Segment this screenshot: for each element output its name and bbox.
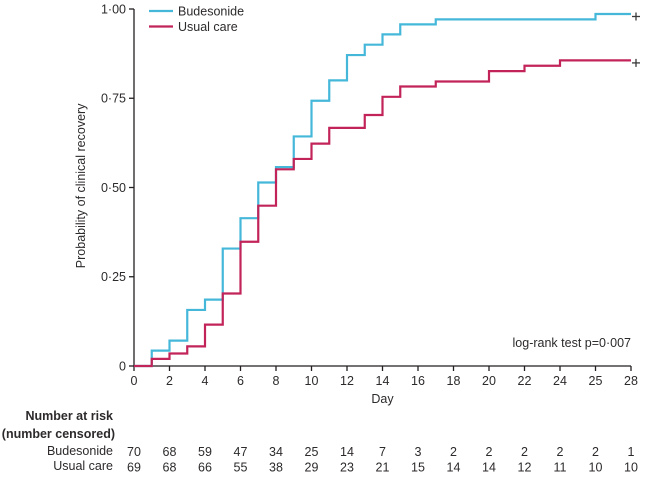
x-tick-label: 4 <box>202 374 209 388</box>
risk-value: 3 <box>415 445 422 459</box>
x-tick-label: 2 <box>166 374 173 388</box>
x-tick-label: 28 <box>624 374 638 388</box>
x-tick-label: 14 <box>376 374 390 388</box>
risk-value: 14 <box>447 461 461 475</box>
x-tick-label: 20 <box>482 374 496 388</box>
series-budesonide <box>134 12 631 368</box>
risk-value: 14 <box>482 461 496 475</box>
x-tick-label: 12 <box>340 374 354 388</box>
risk-value: 66 <box>198 461 212 475</box>
risk-row-label-usual-care: Usual care <box>53 459 113 473</box>
x-tick-label: 10 <box>305 374 319 388</box>
risk-value: 38 <box>269 461 283 475</box>
risk-value: 12 <box>518 461 532 475</box>
risk-table-subheader: (number censored) <box>1 427 115 441</box>
risk-value: 23 <box>340 461 354 475</box>
risk-value: 55 <box>234 461 248 475</box>
risk-value: 34 <box>269 445 283 459</box>
logrank-annotation: log-rank test p=0·007 <box>512 336 631 350</box>
risk-value: 70 <box>127 445 141 459</box>
series-usual-care <box>134 59 631 368</box>
risk-value: 11 <box>554 461 567 475</box>
x-tick-label: 18 <box>447 374 461 388</box>
x-axis-title: Day <box>371 392 394 406</box>
y-tick-label: 0·75 <box>101 92 126 106</box>
risk-value: 68 <box>163 461 177 475</box>
x-tick-label: 16 <box>411 374 425 388</box>
y-tick-label: 1·00 <box>101 2 126 16</box>
x-tick-label: 22 <box>518 374 532 388</box>
y-tick-label: 0 <box>119 359 126 373</box>
risk-value: 10 <box>624 461 638 475</box>
risk-value: 7 <box>379 445 386 459</box>
risk-value: 59 <box>198 445 212 459</box>
x-tick-label: 8 <box>273 374 280 388</box>
risk-value: 68 <box>163 445 177 459</box>
risk-value: 69 <box>127 461 141 475</box>
y-tick-label: 0·25 <box>101 270 126 284</box>
risk-value: 1 <box>628 445 635 459</box>
x-tick-label: 25 <box>589 374 603 388</box>
legend-label: Usual care <box>178 20 238 34</box>
risk-value: 25 <box>305 445 319 459</box>
risk-value: 2 <box>557 445 564 459</box>
risk-value: 14 <box>340 445 354 459</box>
risk-table-header: Number at risk <box>25 409 113 423</box>
risk-value: 15 <box>411 461 425 475</box>
risk-value: 2 <box>521 445 528 459</box>
x-tick-label: 0 <box>131 374 138 388</box>
risk-row-label-budesonide: Budesonide <box>46 444 113 458</box>
risk-value: 21 <box>376 461 390 475</box>
x-tick-label: 6 <box>237 374 244 388</box>
x-tick-label: 24 <box>553 374 567 388</box>
legend-label: Budesonide <box>178 4 244 18</box>
risk-value: 2 <box>450 445 457 459</box>
risk-value: 10 <box>589 461 603 475</box>
risk-value: 47 <box>234 445 248 459</box>
y-axis-title: Probability of clinical recovery <box>74 103 89 269</box>
y-tick-label: 0·50 <box>101 181 126 195</box>
risk-value: 29 <box>305 461 319 475</box>
risk-value: 2 <box>486 445 493 459</box>
risk-value: 2 <box>592 445 599 459</box>
